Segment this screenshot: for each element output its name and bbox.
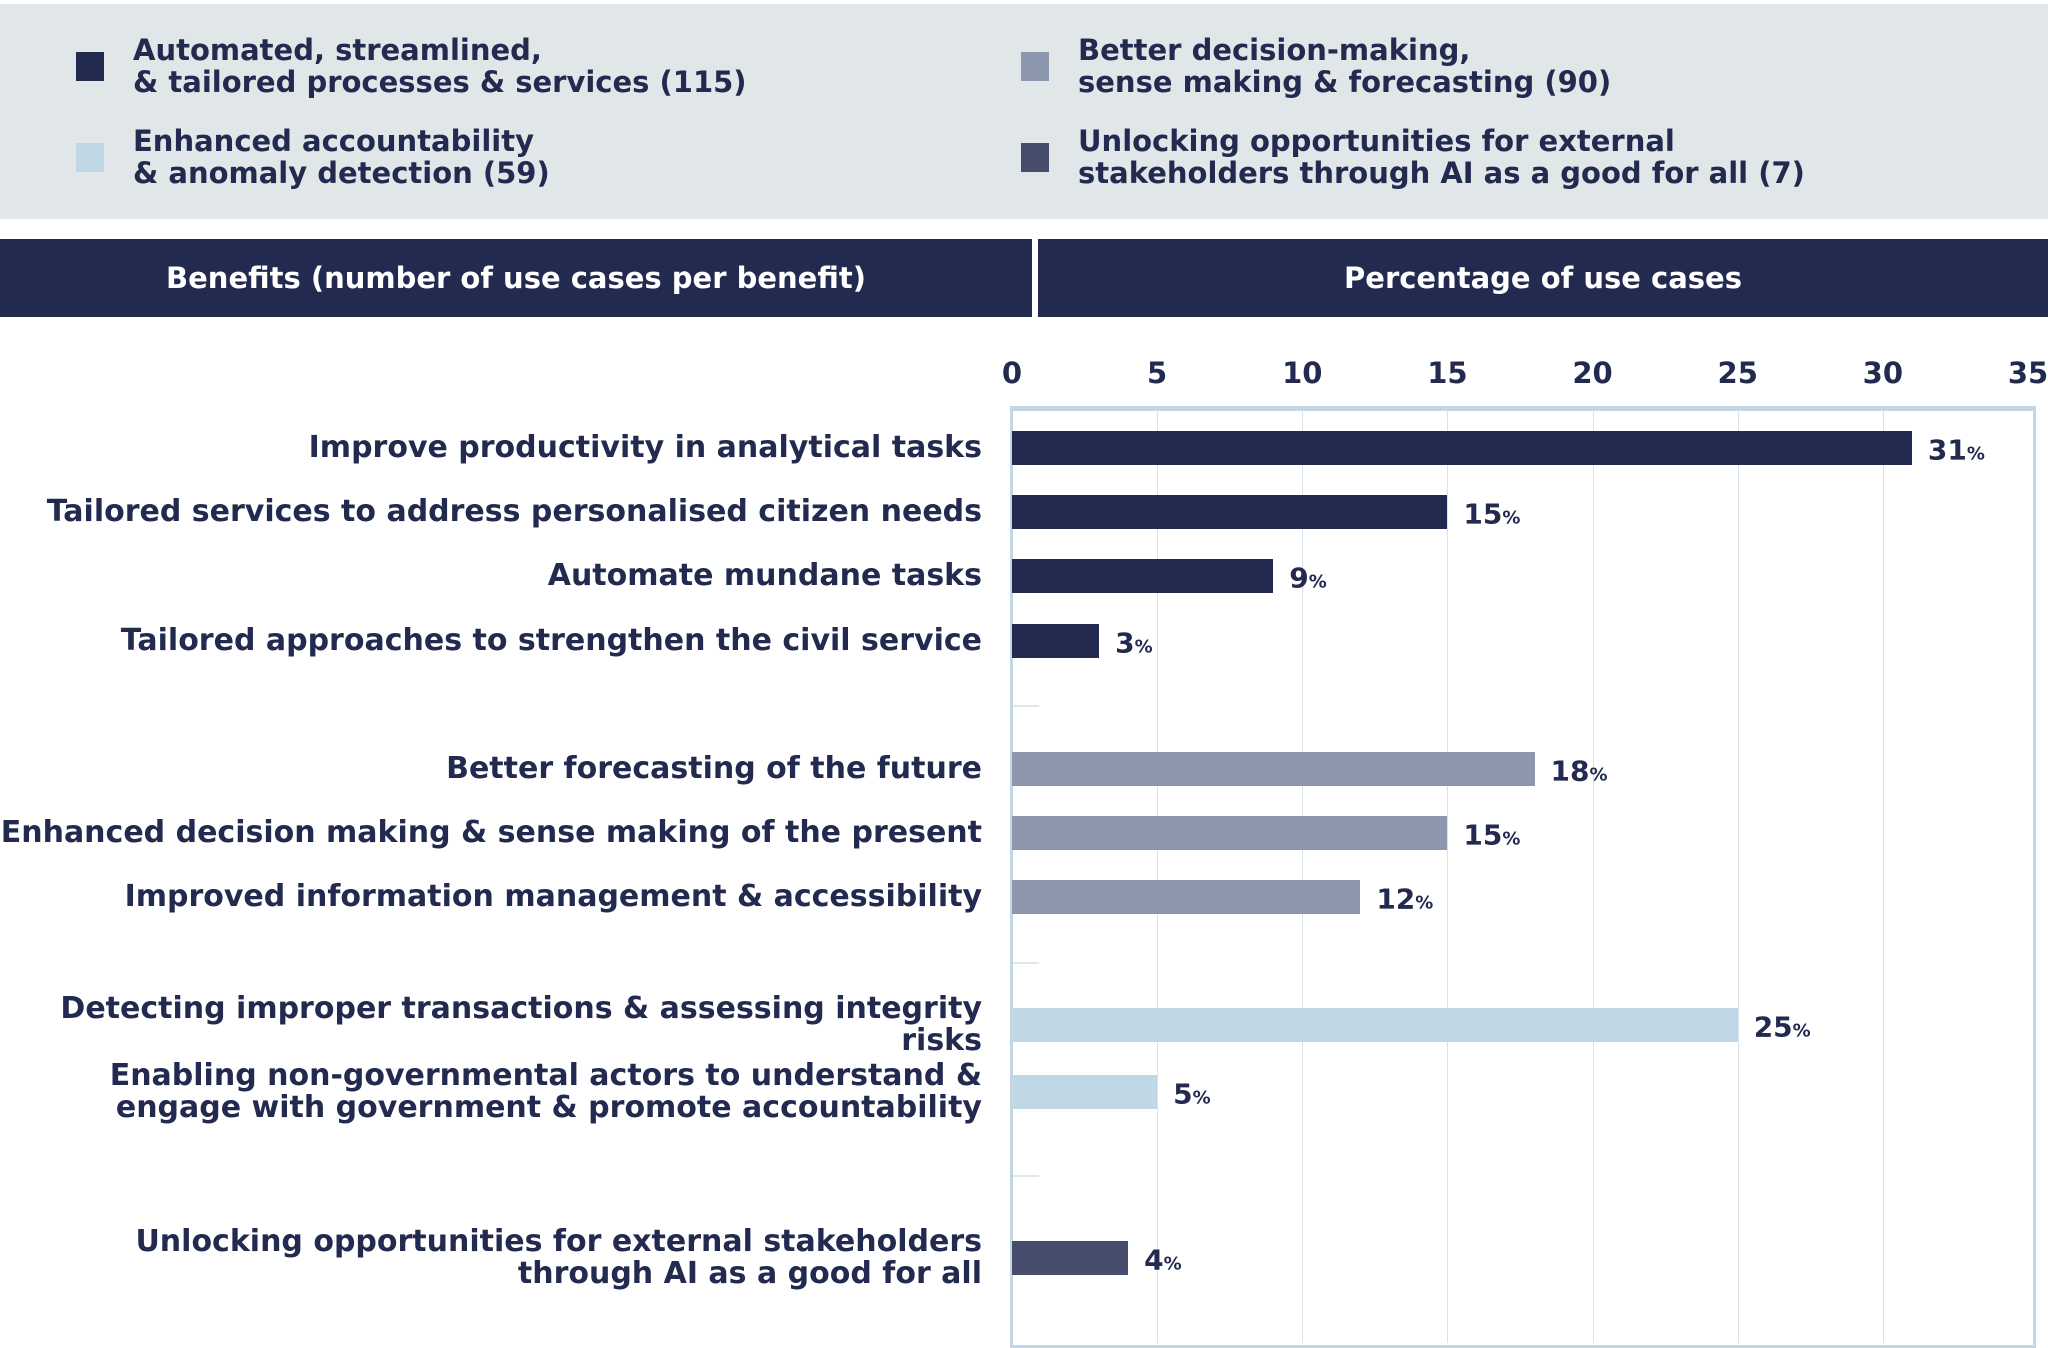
data-label: 15% — [1463, 498, 1520, 531]
percentage-header: Percentage of use cases — [1038, 239, 2048, 317]
data-unit: % — [1966, 443, 1985, 465]
data-value: 15 — [1463, 497, 1503, 531]
bar — [1012, 1241, 1129, 1275]
data-unit: % — [1192, 1087, 1211, 1109]
legend-swatch — [76, 51, 104, 81]
group-separator — [1013, 705, 1039, 707]
data-label: 18% — [1551, 755, 1608, 788]
category-label: Tailored approaches to strengthen the ci… — [120, 623, 982, 658]
legend-label: Enhanced accountability & anomaly detect… — [133, 124, 550, 190]
bar — [1012, 816, 1448, 850]
data-label: 31% — [1928, 434, 1985, 467]
data-unit: % — [1589, 764, 1608, 786]
category-label: Improved information management & access… — [124, 879, 982, 914]
benefits-header: Benefits (number of use cases per benefi… — [0, 239, 1032, 317]
data-label: 4% — [1144, 1244, 1182, 1277]
legend-swatch — [1021, 51, 1049, 81]
category-label: Automate mundane tasks — [547, 558, 982, 593]
data-label: 25% — [1754, 1011, 1811, 1044]
legend: Automated, streamlined, & tailored proce… — [0, 4, 2048, 219]
data-value: 12 — [1376, 882, 1416, 916]
legend-label: Automated, streamlined, & tailored proce… — [133, 33, 747, 99]
data-label: 15% — [1463, 819, 1520, 852]
legend-item: Unlocking opportunities for external sta… — [1021, 125, 1805, 189]
data-value: 9 — [1289, 561, 1309, 595]
data-value: 5 — [1173, 1077, 1193, 1111]
legend-label: Unlocking opportunities for external sta… — [1078, 124, 1805, 190]
category-label: Detecting improper transactions & assess… — [60, 991, 982, 1058]
category-label: Improve productivity in analytical tasks — [308, 430, 982, 465]
legend-item: Better decision-making, sense making & f… — [1021, 34, 1611, 98]
data-label: 3% — [1115, 627, 1153, 660]
x-tick-label: 5 — [1147, 356, 1168, 390]
bar — [1012, 624, 1100, 658]
gridline — [1447, 411, 1449, 1343]
data-unit: % — [1415, 892, 1434, 914]
x-tick-label: 30 — [1862, 356, 1904, 390]
gridline — [1302, 411, 1304, 1343]
data-unit: % — [1502, 828, 1521, 850]
legend-item: Automated, streamlined, & tailored proce… — [76, 34, 747, 98]
x-tick-label: 35 — [2007, 356, 2048, 390]
data-label: 9% — [1289, 562, 1327, 595]
bar — [1012, 752, 1535, 786]
legend-swatch — [76, 142, 104, 172]
data-value: 3 — [1115, 626, 1135, 660]
bar — [1012, 1008, 1738, 1042]
bar — [1012, 880, 1361, 914]
bar — [1012, 1075, 1158, 1109]
bar — [1012, 495, 1448, 529]
legend-swatch — [1021, 142, 1049, 172]
data-unit: % — [1308, 571, 1327, 593]
category-label: Better forecasting of the future — [446, 751, 982, 786]
x-tick-label: 10 — [1282, 356, 1323, 390]
bar — [1012, 431, 1912, 465]
data-value: 4 — [1144, 1243, 1164, 1277]
data-label: 5% — [1173, 1078, 1211, 1111]
data-value: 18 — [1550, 754, 1590, 788]
category-label: Unlocking opportunities for external sta… — [135, 1224, 982, 1291]
data-value: 25 — [1753, 1010, 1793, 1044]
x-tick-label: 0 — [1001, 356, 1023, 390]
data-unit: % — [1163, 1253, 1182, 1275]
legend-item: Enhanced accountability & anomaly detect… — [76, 125, 550, 189]
category-label: Enabling non-governmental actors to unde… — [109, 1058, 982, 1125]
category-label: Enhanced decision making & sense making … — [0, 815, 982, 850]
plot-frame — [1010, 406, 2036, 1348]
data-unit: % — [1792, 1020, 1811, 1042]
data-label: 12% — [1376, 883, 1433, 916]
gridline — [1882, 411, 1884, 1343]
data-value: 15 — [1463, 818, 1503, 852]
gridline — [1157, 411, 1159, 1343]
legend-label: Better decision-making, sense making & f… — [1078, 33, 1612, 99]
gridline — [1592, 411, 1594, 1343]
data-unit: % — [1502, 507, 1521, 529]
category-label: Tailored services to address personalise… — [46, 494, 982, 529]
x-tick-label: 25 — [1717, 356, 1758, 390]
x-tick-label: 15 — [1427, 356, 1468, 390]
data-unit: % — [1134, 636, 1153, 658]
x-tick-label: 20 — [1572, 356, 1613, 390]
bar — [1012, 559, 1274, 593]
group-separator — [1013, 1175, 1039, 1177]
data-value: 31 — [1927, 433, 1967, 467]
gridline — [1737, 411, 1739, 1343]
group-separator — [1013, 962, 1039, 964]
